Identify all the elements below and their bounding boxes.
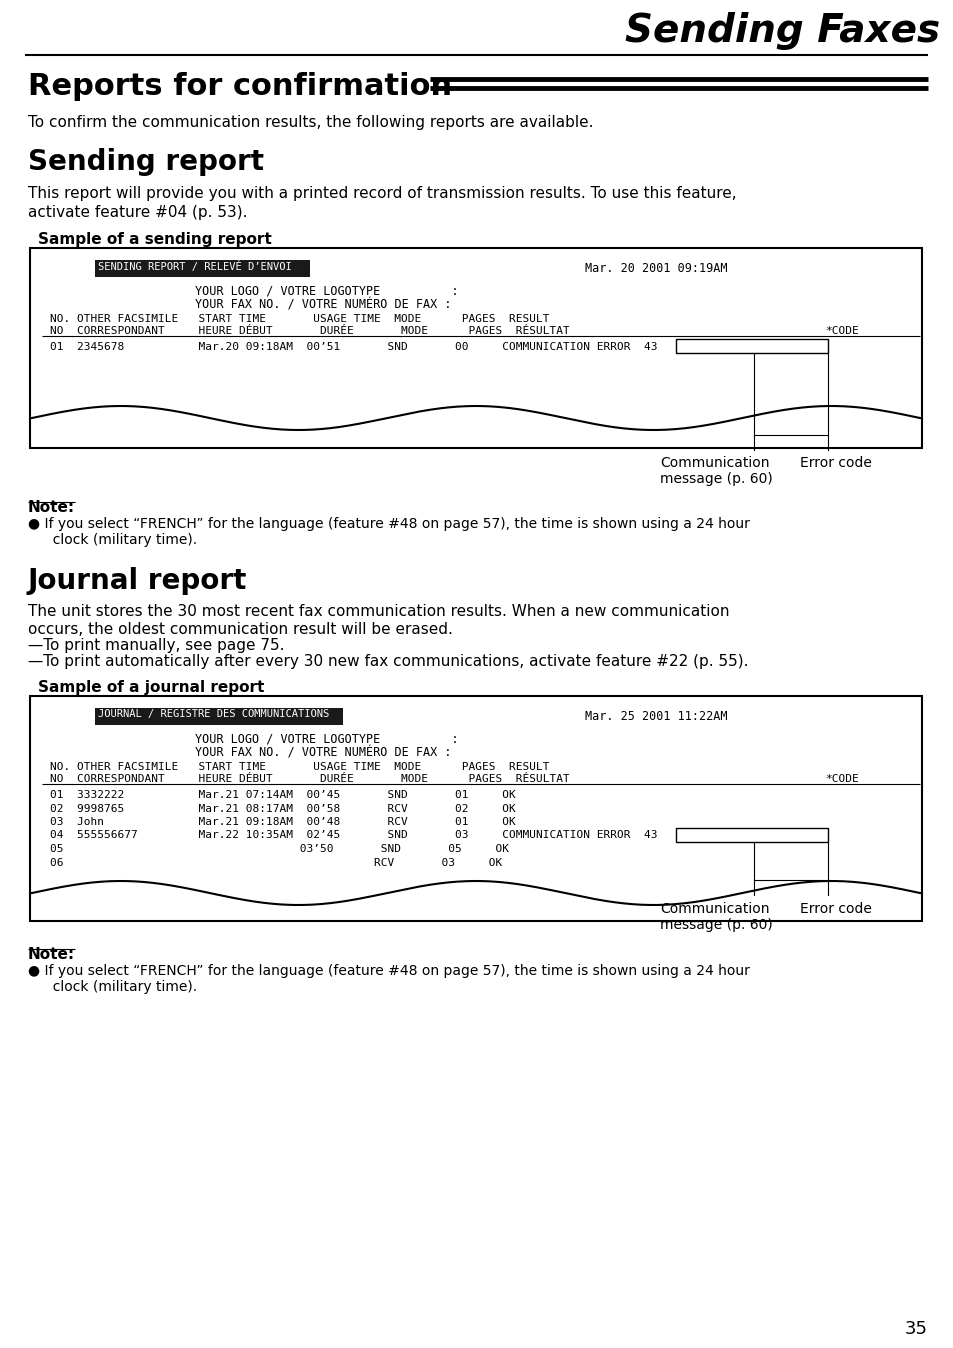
Text: YOUR FAX NO. / VOTRE NUMÉRO DE FAX :: YOUR FAX NO. / VOTRE NUMÉRO DE FAX : bbox=[194, 298, 451, 311]
Text: Sending report: Sending report bbox=[28, 148, 264, 177]
Text: activate feature #04 (p. 53).: activate feature #04 (p. 53). bbox=[28, 205, 247, 220]
Text: 01  3332222           Mar.21 07:14AM  00’45       SND       01     OK: 01 3332222 Mar.21 07:14AM 00’45 SND 01 O… bbox=[50, 790, 516, 799]
Text: 05                                   03’50       SND       05     OK: 05 03’50 SND 05 OK bbox=[50, 844, 509, 855]
Text: ● If you select “FRENCH” for the language (feature #48 on page 57), the time is : ● If you select “FRENCH” for the languag… bbox=[28, 964, 749, 979]
Text: Sample of a journal report: Sample of a journal report bbox=[38, 679, 264, 696]
Text: message (p. 60): message (p. 60) bbox=[659, 918, 772, 931]
Bar bbox=[30, 248, 921, 448]
Text: Reports for confirmation: Reports for confirmation bbox=[28, 71, 452, 101]
Text: Mar. 25 2001 11:22AM: Mar. 25 2001 11:22AM bbox=[584, 710, 727, 723]
Bar bbox=[676, 828, 827, 841]
Text: This report will provide you with a printed record of transmission results. To u: This report will provide you with a prin… bbox=[28, 186, 736, 201]
Text: *CODE: *CODE bbox=[824, 774, 858, 785]
Text: ● If you select “FRENCH” for the language (feature #48 on page 57), the time is : ● If you select “FRENCH” for the languag… bbox=[28, 518, 749, 531]
Text: Note:: Note: bbox=[28, 500, 75, 515]
Text: occurs, the oldest communication result will be erased.: occurs, the oldest communication result … bbox=[28, 621, 453, 638]
Text: *CODE: *CODE bbox=[824, 326, 858, 336]
Text: —To print manually, see page 75.: —To print manually, see page 75. bbox=[28, 638, 284, 652]
Text: YOUR LOGO / VOTRE LOGOTYPE          :: YOUR LOGO / VOTRE LOGOTYPE : bbox=[194, 284, 458, 298]
Text: Sending Faxes: Sending Faxes bbox=[624, 12, 939, 50]
Bar bbox=[95, 708, 343, 725]
Text: NO  CORRESPONDANT     HEURE DÉBUT       DURÉE       MODE      PAGES  RÉSULTAT: NO CORRESPONDANT HEURE DÉBUT DURÉE MODE … bbox=[50, 326, 569, 336]
Text: 02  9998765           Mar.21 08:17AM  00’58       RCV       02     OK: 02 9998765 Mar.21 08:17AM 00’58 RCV 02 O… bbox=[50, 803, 516, 813]
Text: message (p. 60): message (p. 60) bbox=[659, 472, 772, 487]
Bar bbox=[95, 260, 310, 276]
Text: The unit stores the 30 most recent fax communication results. When a new communi: The unit stores the 30 most recent fax c… bbox=[28, 604, 729, 619]
Text: YOUR LOGO / VOTRE LOGOTYPE          :: YOUR LOGO / VOTRE LOGOTYPE : bbox=[194, 733, 458, 745]
Text: 04  555556677         Mar.22 10:35AM  02’45       SND       03     COMMUNICATION: 04 555556677 Mar.22 10:35AM 02’45 SND 03… bbox=[50, 830, 657, 841]
Text: Note:: Note: bbox=[28, 948, 75, 962]
Text: —To print automatically after every 30 new fax communications, activate feature : —To print automatically after every 30 n… bbox=[28, 654, 748, 669]
Text: SENDING REPORT / RELEVÉ D’ENVOI: SENDING REPORT / RELEVÉ D’ENVOI bbox=[98, 262, 292, 272]
Text: clock (military time).: clock (military time). bbox=[44, 980, 197, 993]
Text: Journal report: Journal report bbox=[28, 568, 247, 594]
Text: Communication: Communication bbox=[659, 902, 769, 917]
Text: Error code: Error code bbox=[800, 902, 871, 917]
Text: NO. OTHER FACSIMILE   START TIME       USAGE TIME  MODE      PAGES  RESULT: NO. OTHER FACSIMILE START TIME USAGE TIM… bbox=[50, 314, 549, 324]
Bar bbox=[676, 338, 827, 353]
Text: NO. OTHER FACSIMILE   START TIME       USAGE TIME  MODE      PAGES  RESULT: NO. OTHER FACSIMILE START TIME USAGE TIM… bbox=[50, 762, 549, 772]
Text: 35: 35 bbox=[904, 1320, 927, 1339]
Text: YOUR FAX NO. / VOTRE NUMÉRO DE FAX :: YOUR FAX NO. / VOTRE NUMÉRO DE FAX : bbox=[194, 745, 451, 759]
Text: 01  2345678           Mar.20 09:18AM  00’51       SND       00     COMMUNICATION: 01 2345678 Mar.20 09:18AM 00’51 SND 00 C… bbox=[50, 342, 657, 352]
Text: Communication: Communication bbox=[659, 456, 769, 470]
Text: To confirm the communication results, the following reports are available.: To confirm the communication results, th… bbox=[28, 115, 593, 129]
Text: Error code: Error code bbox=[800, 456, 871, 470]
Text: Mar. 20 2001 09:19AM: Mar. 20 2001 09:19AM bbox=[584, 262, 727, 275]
Bar bbox=[30, 696, 921, 921]
Text: clock (military time).: clock (military time). bbox=[44, 532, 197, 547]
Text: Sample of a sending report: Sample of a sending report bbox=[38, 232, 272, 247]
Text: JOURNAL / REGISTRE DES COMMUNICATIONS: JOURNAL / REGISTRE DES COMMUNICATIONS bbox=[98, 709, 329, 718]
Text: NO  CORRESPONDANT     HEURE DÉBUT       DURÉE       MODE      PAGES  RÉSULTAT: NO CORRESPONDANT HEURE DÉBUT DURÉE MODE … bbox=[50, 774, 569, 785]
Text: 03  John              Mar.21 09:18AM  00’48       RCV       01     OK: 03 John Mar.21 09:18AM 00’48 RCV 01 OK bbox=[50, 817, 516, 828]
Text: 06                                              RCV       03     OK: 06 RCV 03 OK bbox=[50, 857, 501, 868]
